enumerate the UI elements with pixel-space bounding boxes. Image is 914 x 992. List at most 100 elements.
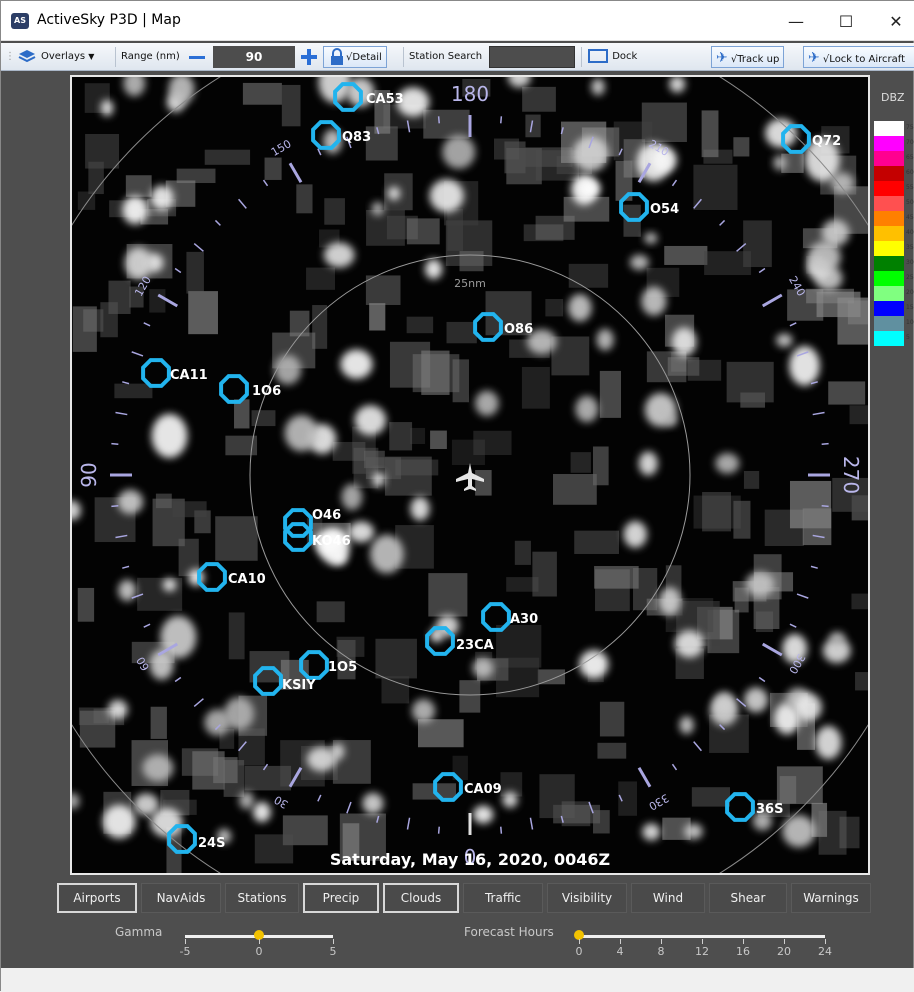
- compass-tick: [193, 698, 204, 707]
- cloud-core: [318, 528, 350, 565]
- range-increase-button[interactable]: [301, 49, 317, 65]
- airport-marker: [311, 120, 341, 150]
- slider-tick-mark: [185, 939, 186, 944]
- cloud-blob: [811, 802, 828, 837]
- compass-tick: [588, 136, 594, 149]
- compass-tick: [588, 801, 594, 814]
- compass-tick: [618, 794, 623, 802]
- layer-button-visibility[interactable]: Visibility: [547, 883, 627, 913]
- forecast-hours-label: Forecast Hours: [464, 925, 554, 939]
- layer-button-stations[interactable]: Stations: [225, 883, 299, 913]
- cloud-blob: [192, 751, 225, 790]
- station-label: KO46: [312, 534, 351, 549]
- layer-button-airports[interactable]: Airports: [57, 883, 137, 913]
- forecast-slider-track[interactable]: [579, 935, 825, 938]
- range-decrease-button[interactable]: [189, 56, 205, 59]
- range-input[interactable]: 90: [213, 46, 295, 68]
- station-search-input[interactable]: [489, 46, 575, 68]
- detail-toggle[interactable]: √Detail: [323, 46, 387, 68]
- cloud-blob: [342, 823, 360, 861]
- compass-tick: [288, 766, 303, 788]
- weather-map[interactable]: 25nm 0 30 60 90 120 150 180 210 240 270 300 330 CA5…: [70, 75, 870, 875]
- cloud-core: [815, 725, 842, 760]
- cloud-blob: [570, 452, 591, 473]
- compass-tick: [111, 442, 119, 445]
- cloud-blob: [851, 593, 868, 610]
- cloud-blob: [733, 500, 751, 539]
- cloud-core: [149, 649, 174, 680]
- layer-button-shear[interactable]: Shear: [709, 883, 787, 913]
- cloud-blob: [568, 263, 609, 288]
- gamma-slider-thumb[interactable]: [254, 930, 264, 940]
- compass-tick: [346, 136, 352, 149]
- cloud-blob: [496, 657, 540, 698]
- minimize-button[interactable]: —: [788, 12, 804, 31]
- maximize-button[interactable]: ☐: [838, 12, 854, 31]
- compass-label: 0: [464, 844, 477, 868]
- compass-tick: [143, 322, 151, 327]
- cloud-core: [572, 136, 609, 173]
- cloud-blob: [561, 801, 591, 827]
- overlays-dropdown[interactable]: Overlays ▼: [17, 46, 94, 68]
- compass-label: 180: [451, 82, 489, 106]
- gamma-label: Gamma: [115, 925, 163, 939]
- compass-label: 150: [269, 137, 294, 159]
- layer-button-warnings[interactable]: Warnings: [791, 883, 871, 913]
- cloud-blob: [178, 538, 199, 577]
- dock-button[interactable]: Dock: [587, 46, 637, 68]
- cloud-blob: [417, 719, 464, 748]
- cloud-blob: [312, 305, 328, 349]
- cloud-core: [340, 349, 373, 379]
- layer-button-wind[interactable]: Wind: [631, 883, 705, 913]
- close-button[interactable]: ✕: [889, 12, 903, 31]
- cloud-blob: [459, 680, 481, 713]
- cloud-blob: [452, 359, 469, 403]
- track-up-toggle[interactable]: ✈ √Track up: [711, 46, 785, 68]
- compass-tick: [637, 162, 652, 184]
- cloud-blob: [79, 710, 116, 748]
- layer-button-clouds[interactable]: Clouds: [383, 883, 459, 913]
- cloud-core: [323, 242, 355, 268]
- cloud-core: [623, 521, 647, 548]
- compass-tick: [157, 642, 179, 657]
- cloud-blob: [539, 774, 575, 819]
- legend-swatch: 50: [874, 196, 914, 211]
- station-label: O54: [650, 202, 679, 217]
- cloud-blob: [802, 508, 832, 546]
- compass-label: 60: [134, 654, 152, 673]
- layer-button-precip[interactable]: Precip: [303, 883, 379, 913]
- overlays-label: Overlays: [41, 51, 86, 62]
- cloud-core: [591, 78, 605, 96]
- legend-label: 75: [906, 124, 914, 131]
- toolbar-divider: [403, 47, 404, 67]
- forecast-slider-thumb[interactable]: [574, 930, 584, 940]
- inner-range-ring: [249, 254, 691, 696]
- compass-tick: [317, 148, 322, 156]
- lock-to-aircraft-toggle[interactable]: ✈ √Lock to Aircraft: [803, 46, 914, 68]
- legend-label: 70: [906, 139, 914, 146]
- window-title: ActiveSky P3D | Map: [37, 12, 181, 28]
- airport-marker: [167, 824, 197, 854]
- compass-tick: [262, 179, 269, 187]
- cloud-blob: [428, 573, 468, 617]
- legend-swatch: 20: [874, 286, 914, 301]
- compass-tick: [115, 411, 128, 416]
- cloud-blob: [406, 316, 434, 334]
- compass-tick: [115, 534, 128, 539]
- cloud-core: [372, 472, 386, 488]
- legend-swatch: 65: [874, 151, 914, 166]
- cloud-core: [684, 823, 703, 840]
- airport-marker: [481, 602, 511, 632]
- legend-swatch: 25: [874, 271, 914, 286]
- slider-tick-mark: [579, 939, 580, 944]
- layer-button-traffic[interactable]: Traffic: [463, 883, 543, 913]
- layer-button-navaids[interactable]: NavAids: [141, 883, 221, 913]
- legend-swatch: 30: [874, 256, 914, 271]
- compass-tick: [174, 676, 182, 683]
- cloud-core: [217, 828, 232, 844]
- legend-label: 40: [906, 229, 914, 236]
- station-label: CA09: [464, 782, 502, 797]
- cloud-blob: [599, 370, 622, 418]
